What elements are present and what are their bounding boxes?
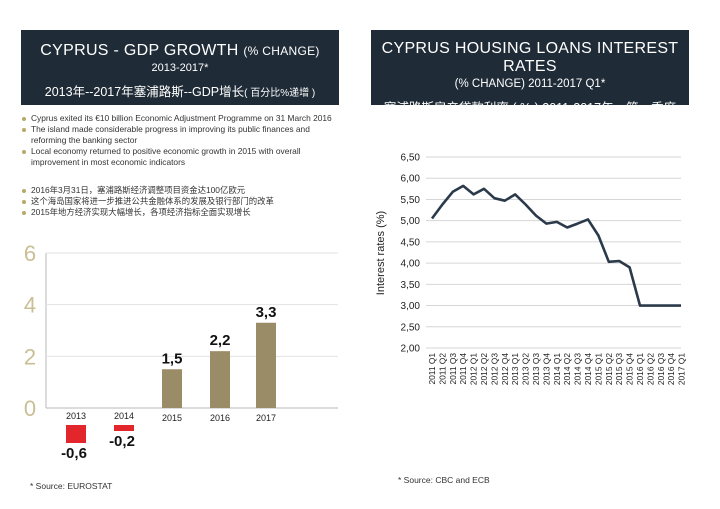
x-tick-label: 2016 <box>210 413 230 423</box>
x-tick-label: 2013 Q4 <box>541 353 551 385</box>
x-tick-label: 2012 Q4 <box>500 353 510 385</box>
x-tick-label: 2015 Q3 <box>614 353 624 385</box>
bar-value-label: 3,3 <box>256 304 277 321</box>
interest-title-cn: 塞浦路斯房产贷款利率 ( % ) 2011-2017年，第一季度 <box>383 101 677 115</box>
x-tick-label: 2011 Q3 <box>448 353 458 385</box>
gdp-title-cn-unit: ( 百分比%递增 ) <box>244 88 316 99</box>
x-tick-label: 2015 Q4 <box>625 353 635 385</box>
y-tick-label: 2,50 <box>401 322 421 333</box>
x-tick-label: 2014 Q3 <box>573 353 583 385</box>
interest-title-banner: CYPRUS HOUSING LOANS INTEREST RATES (% C… <box>371 30 689 115</box>
x-tick-label: 2016 Q3 <box>656 353 666 385</box>
bar-value-label: -0,6 <box>61 445 87 462</box>
x-tick-label: 2014 Q4 <box>583 353 593 385</box>
y-tick-label: 2 <box>24 344 36 369</box>
gdp-title-banner: CYPRUS - GDP GROWTH (% CHANGE) 2013-2017… <box>21 30 339 105</box>
y-tick-label: 5,50 <box>401 195 421 206</box>
bar-value-label: -0,2 <box>109 433 135 450</box>
x-tick-label: 2012 Q1 <box>469 353 479 385</box>
gdp-title-cn: 2013年--2017年塞浦路斯--GDP增长( 百分比%递增 ) <box>21 81 339 100</box>
x-tick-label: 2015 Q2 <box>604 353 614 385</box>
x-tick-label: 2011 Q4 <box>458 353 468 385</box>
x-tick-label: 2017 Q1 <box>677 353 687 385</box>
gdp-title-main: CYPRUS - GDP GROWTH <box>40 42 239 59</box>
series-line <box>430 184 681 307</box>
bar <box>162 369 182 408</box>
interest-title-main: CYPRUS HOUSING LOANS INTEREST RATES <box>381 40 679 75</box>
x-tick-label: 2011 Q1 <box>427 353 437 385</box>
bullet-item: Cyprus exited its €10 billion Economic A… <box>21 113 341 124</box>
bar-value-label: 2,2 <box>210 332 231 349</box>
x-tick-label: 2013 <box>66 411 86 421</box>
x-tick-label: 2016 Q1 <box>635 353 645 385</box>
y-tick-label: 0 <box>24 396 36 421</box>
bullet-item: 2015年地方经济实现大幅增长，各项经济指标全面实现增长 <box>21 207 341 218</box>
bullet-item: 2016年3月31日，塞浦路斯经济调整项目资金达100亿欧元 <box>21 185 341 196</box>
y-tick-label: 3,50 <box>401 280 421 291</box>
bullet-item: Local economy returned to positive econo… <box>21 146 341 168</box>
y-tick-label: 4,00 <box>401 259 421 270</box>
y-tick-label: 4,50 <box>401 237 421 248</box>
x-tick-label: 2014 <box>114 411 134 421</box>
x-tick-label: 2015 <box>162 413 182 423</box>
x-tick-label: 2012 Q3 <box>489 353 499 385</box>
y-tick-label: 6,00 <box>401 174 421 185</box>
x-tick-label: 2011 Q2 <box>437 353 447 385</box>
bar-value-label: 1,5 <box>162 350 183 367</box>
gdp-source-note: * Source: EUROSTAT <box>30 481 113 491</box>
bullet-list-cn: 2016年3月31日，塞浦路斯经济调整项目资金达100亿欧元 这个海岛国家将进一… <box>21 185 341 218</box>
x-tick-label: 2013 Q1 <box>510 353 520 385</box>
y-tick-label: 4 <box>24 293 36 318</box>
x-tick-label: 2013 Q2 <box>521 353 531 385</box>
interest-source-note: * Source: CBC and ECB <box>398 475 490 485</box>
bar <box>114 425 134 431</box>
gdp-title-years: 2013-2017* <box>151 62 209 74</box>
y-axis-label: Interest rates (%) <box>375 211 387 295</box>
y-tick-label: 6 <box>24 241 36 266</box>
x-tick-label: 2015 Q1 <box>593 353 603 385</box>
bar <box>256 322 276 408</box>
x-tick-label: 2013 Q3 <box>531 353 541 385</box>
bullet-item: The island made considerable progress in… <box>21 124 341 146</box>
y-tick-label: 2,00 <box>401 344 421 355</box>
interest-title-sub: (% CHANGE) 2011-2017 Q1* <box>454 78 606 90</box>
gdp-bar-chart: 0 2 4 6 -0,6 2013 -0,2 2014 1,5 2015 2,2 2016 3,3 201… <box>24 241 338 462</box>
gdp-title-unit: (% CHANGE) <box>243 44 320 58</box>
x-tick-label: 2014 Q2 <box>562 353 572 385</box>
bar <box>66 425 86 443</box>
x-tick-label: 2016 Q2 <box>645 353 655 385</box>
bar <box>210 351 230 408</box>
bullet-item: 这个海岛国家将进一步推进公共金融体系的发展及银行部门的改革 <box>21 196 341 207</box>
x-tick-label: 2014 Q1 <box>552 353 562 385</box>
y-tick-label: 3,00 <box>401 301 421 312</box>
y-tick-label: 6,50 <box>401 153 421 164</box>
gdp-title: CYPRUS - GDP GROWTH (% CHANGE) <box>21 42 339 60</box>
x-tick-label: 2016 Q4 <box>666 353 676 385</box>
y-tick-label: 5,00 <box>401 216 421 227</box>
bullet-list-en: Cyprus exited its €10 billion Economic A… <box>21 113 341 168</box>
x-tick-label: 2017 <box>256 413 276 423</box>
gdp-title-cn-main: 2013年--2017年塞浦路斯--GDP增长 <box>44 85 245 99</box>
x-tick-label: 2012 Q2 <box>479 353 489 385</box>
